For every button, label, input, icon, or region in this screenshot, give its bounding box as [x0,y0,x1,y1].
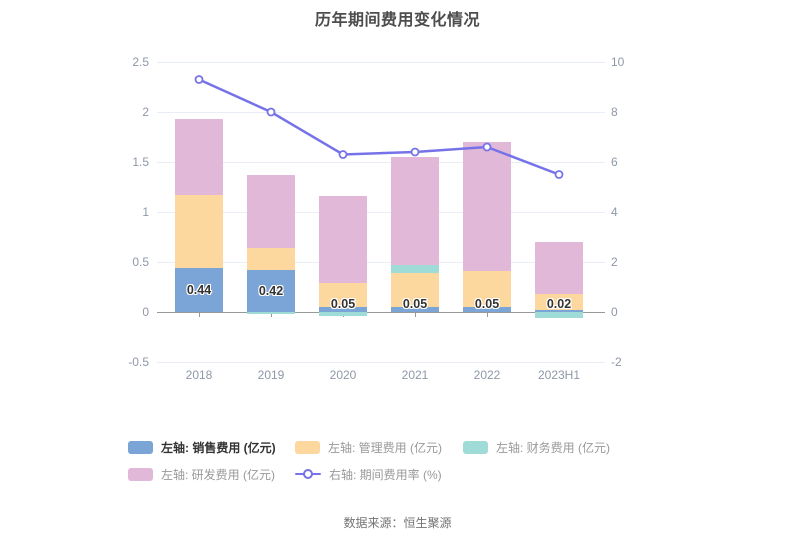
plot-area: 2.5 2 1.5 1 0.5 0 -0.5 10 8 6 4 2 0 -2 2018 2019 2020 202… [128,55,624,382]
x-axis-tick [199,312,200,317]
x-axis-label: 2021 [401,368,429,382]
bar-segment-finance [391,265,439,273]
legend-label: 右轴: 期间费用率 (%) [329,467,442,482]
legend-swatch-icon [128,467,153,481]
y-axis-right-label: 4 [611,205,618,219]
y-axis-right-label: 2 [611,255,618,269]
chart-title: 历年期间费用变化情况 [314,12,480,29]
bar-segment-rd [391,157,439,265]
y-axis-left-label: 2 [142,105,149,119]
rate-line [194,75,564,179]
y-axis-left-label: 1 [142,205,149,219]
data-source: 数据来源：恒生聚源 [343,516,452,530]
y-axis-right-label: 10 [611,55,625,69]
bar-segment-management [391,273,439,307]
x-axis-tick [271,312,272,317]
x-axis-label: 2022 [473,368,501,382]
gridline [157,362,605,363]
bar-segment-rd [319,196,367,283]
x-axis-label: 2023H1 [537,368,581,382]
legend-line-marker-icon [295,468,321,481]
x-axis-label: 2019 [257,368,285,382]
bar-segment-sales [463,307,511,312]
rate-line-marker-icon [338,150,348,159]
legend-item-management[interactable]: 左轴: 管理费用 (亿元) [295,440,442,455]
y-axis-right-label: -2 [611,355,622,369]
bar-value-label: 0.42 [258,284,284,298]
legend-label: 左轴: 财务费用 (亿元) [496,440,610,455]
bar-segment-finance [319,312,367,316]
legend-label: 左轴: 销售费用 (亿元) [161,440,276,455]
x-axis-tick [487,312,488,317]
bar-segment-rd [535,242,583,294]
y-axis-right-label: 6 [611,155,618,169]
x-axis-label: 2020 [329,368,357,382]
bar-segment-management [319,283,367,307]
bar-segment-management [175,195,223,268]
legend-item-rd[interactable]: 左轴: 研发费用 (亿元) [128,467,275,482]
y-axis-left-label: -0.5 [128,355,149,369]
x-axis-line [157,312,605,313]
y-axis-right-label: 0 [611,305,618,319]
bar-segment-finance [535,312,583,318]
bar-value-label: 0.05 [402,297,428,311]
legend-item-sales[interactable]: 左轴: 销售费用 (亿元) [128,440,276,455]
x-axis-label: 2018 [185,368,213,382]
rate-line-marker-icon [194,75,204,84]
bar-segment-sales [247,270,295,312]
rate-line-marker-icon [266,107,276,117]
bar-segment-sales [535,310,583,312]
legend-circle-icon [303,469,313,479]
bar-segment-rd [247,175,295,248]
bar-segment-sales [391,307,439,312]
x-axis-tick [415,312,416,317]
legend-swatch-icon [128,440,153,454]
rate-line-marker-icon [554,170,564,179]
legend-swatch-icon [463,440,488,454]
bar-segment-management [247,248,295,270]
legend-label: 左轴: 研发费用 (亿元) [161,467,275,482]
legend-item-rate[interactable]: 右轴: 期间费用率 (%) [295,467,442,482]
gridline [157,262,605,263]
y-axis-left-label: 2.5 [132,55,149,69]
legend-item-finance[interactable]: 左轴: 财务费用 (亿元) [463,440,610,455]
rate-line-path [198,78,560,176]
y-axis-left-label: 1.5 [132,155,149,169]
bar-value-label: 0.05 [330,297,356,311]
bar-value-label: 0.02 [546,297,572,311]
bar-segment-sales [319,307,367,312]
gridline [157,62,605,63]
y-axis-right-label: 8 [611,105,618,119]
legend-swatch-icon [295,440,320,454]
rate-line-marker-icon [410,147,420,157]
bar-segment-management [463,271,511,307]
gridline [157,162,605,163]
y-axis-left-label: 0.5 [132,255,149,269]
bar-segment-sales [175,268,223,312]
y-axis-left-label: 0 [142,305,149,319]
bar-value-label: 0.44 [186,283,212,297]
bar-segment-rd [175,119,223,195]
bar-segment-management [535,294,583,310]
rate-line-marker-icon [482,142,492,152]
bar-segment-finance [247,312,295,314]
bar-segment-rd [463,142,511,271]
bar-value-label: 0.05 [474,297,500,311]
gridline [157,112,605,113]
gridline [157,212,605,213]
legend-label: 左轴: 管理费用 (亿元) [328,440,442,455]
